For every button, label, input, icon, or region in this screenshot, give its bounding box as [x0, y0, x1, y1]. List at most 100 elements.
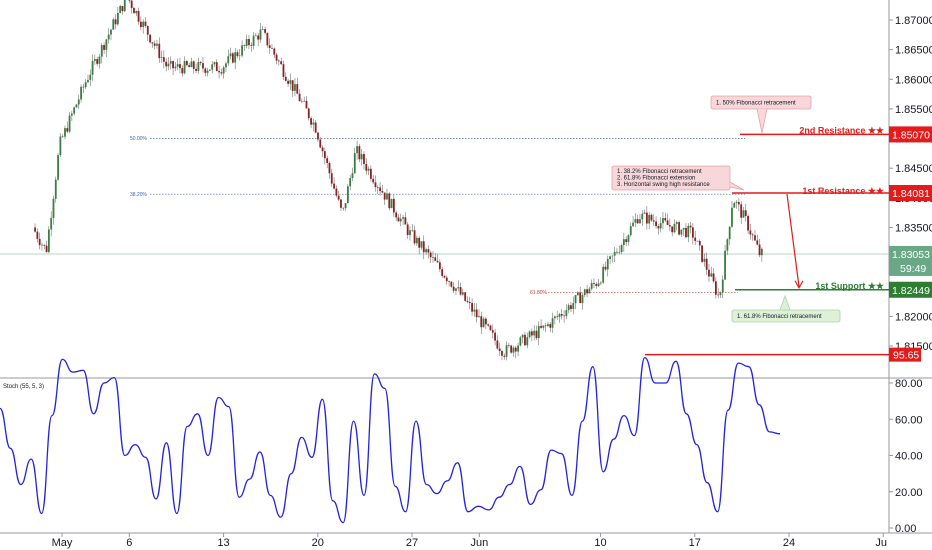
candle-body	[80, 86, 82, 100]
candle-body	[473, 309, 476, 312]
candle-body	[50, 217, 53, 230]
candle-body	[742, 210, 745, 218]
candle-body	[68, 115, 71, 132]
candle-body	[678, 222, 680, 235]
candle-body	[514, 347, 517, 352]
candle-body	[737, 202, 740, 205]
candle-body	[579, 292, 582, 304]
candle-body	[721, 279, 724, 293]
first-resistance-note-pointer	[729, 181, 745, 191]
candle-body	[360, 154, 363, 160]
candle-body	[526, 337, 529, 346]
candle-body	[73, 107, 76, 114]
candle-body	[565, 310, 568, 317]
price-tick-label: 1.86500	[895, 45, 932, 57]
candle-body	[643, 212, 646, 214]
candle-body	[404, 217, 407, 225]
candle-body	[179, 64, 181, 69]
candle-body	[581, 295, 584, 304]
candle-body	[751, 234, 754, 236]
date-tick-label: May	[52, 537, 73, 549]
candle-body	[218, 71, 220, 73]
candle-body	[185, 61, 188, 66]
candle-body	[137, 10, 140, 22]
candle-body	[36, 231, 39, 239]
candle-body	[708, 269, 710, 277]
candle-body	[464, 292, 467, 301]
candle-body	[547, 324, 549, 327]
candle-body	[652, 220, 655, 222]
candle-body	[574, 295, 577, 304]
candle-body	[116, 12, 119, 25]
candle-body	[87, 79, 89, 83]
candle-body	[512, 347, 515, 353]
candle-body	[427, 249, 430, 253]
candle-body	[383, 192, 386, 200]
candle-body	[312, 122, 315, 125]
candle-body	[657, 226, 660, 229]
candle-body	[133, 8, 135, 14]
candle-body	[717, 294, 720, 296]
date-tick-label: Jun	[470, 537, 488, 549]
price-tick-label: 1.86000	[895, 74, 932, 86]
candle-body	[726, 239, 729, 251]
candle-body	[634, 219, 637, 223]
candle-body	[61, 136, 64, 138]
candle-body	[252, 35, 255, 46]
candle-body	[675, 222, 678, 224]
candle-body	[121, 6, 124, 12]
candle-body	[206, 70, 209, 73]
candle-body	[146, 25, 149, 35]
candle-body	[93, 59, 96, 61]
candle-body	[666, 220, 669, 226]
candle-body	[96, 59, 99, 64]
candle-body	[452, 286, 455, 291]
candle-body	[107, 34, 110, 40]
candle-body	[754, 235, 756, 241]
candle-body	[551, 318, 554, 328]
candle-body	[317, 132, 319, 140]
candle-body	[105, 39, 108, 50]
candle-body	[54, 179, 57, 199]
candle-body	[305, 100, 308, 109]
candle-body	[590, 283, 593, 289]
candle-body	[231, 53, 234, 63]
candle-body	[489, 325, 492, 331]
candle-body	[181, 68, 184, 74]
candle-body	[165, 61, 168, 67]
candle-body	[353, 153, 356, 174]
candle-body	[747, 215, 749, 231]
candle-body	[294, 84, 296, 91]
candle-body	[491, 330, 494, 333]
candle-body	[519, 337, 522, 346]
candle-body	[388, 193, 391, 209]
first-support-price: 1.82449	[892, 285, 930, 297]
date-tick-label: 6	[126, 537, 132, 549]
candle-body	[160, 57, 163, 59]
candle-body	[52, 198, 55, 218]
candle-body	[724, 250, 726, 280]
projection-arrow-line	[786, 193, 800, 287]
first-support-note-box	[731, 309, 841, 323]
first-resistance-note-box	[611, 165, 731, 191]
candle-body	[622, 239, 625, 246]
candle-body	[43, 244, 46, 246]
candle-body	[576, 292, 579, 296]
candle-body	[47, 229, 50, 252]
candle-body	[291, 80, 294, 91]
candle-body	[110, 29, 112, 35]
candle-body	[712, 273, 715, 282]
candle-body	[89, 74, 92, 80]
candle-body	[326, 158, 329, 164]
candle-body	[733, 202, 736, 208]
candle-body	[158, 43, 161, 59]
stoch-tick-label: 80.00	[895, 378, 923, 390]
candle-body	[694, 237, 697, 241]
candle-body	[505, 345, 508, 357]
candle-body	[744, 210, 747, 216]
candle-body	[271, 47, 273, 49]
candle-body	[273, 48, 276, 55]
candle-body	[698, 240, 701, 246]
candle-body	[100, 45, 103, 57]
